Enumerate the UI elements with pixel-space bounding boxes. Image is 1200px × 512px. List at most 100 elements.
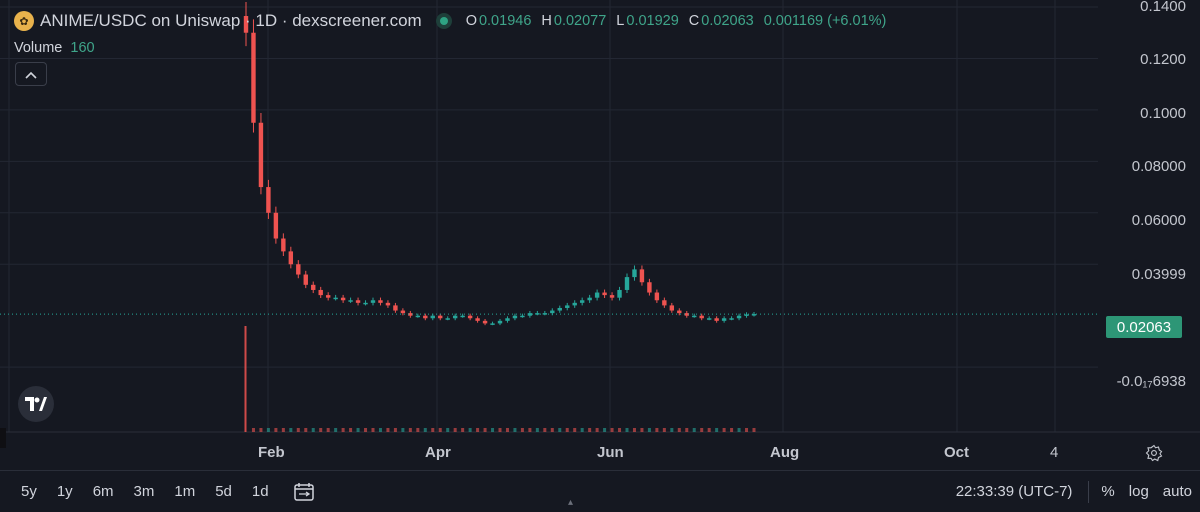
log-scale-toggle[interactable]: log <box>1128 483 1149 500</box>
percent-scale-toggle[interactable]: % <box>1101 483 1115 500</box>
range-5d-button[interactable]: 5d <box>215 483 232 500</box>
scroll-edge <box>0 428 6 448</box>
range-1m-button[interactable]: 1m <box>174 483 196 500</box>
volume-bar <box>416 428 420 432</box>
candle-body <box>460 315 465 318</box>
y-axis-label: -0.0₁₇6938 <box>1116 373 1186 390</box>
candle-body <box>617 289 622 298</box>
volume-bar <box>535 428 539 432</box>
volume-bar <box>528 428 532 432</box>
volume-bar <box>655 428 659 432</box>
volume-bar <box>550 428 554 432</box>
candle-body <box>677 310 682 314</box>
candle-body <box>662 300 667 306</box>
candle-body <box>751 314 757 316</box>
volume-bar <box>319 428 323 432</box>
chevron-up-icon[interactable]: ▴ <box>568 497 574 508</box>
tradingview-logo[interactable] <box>18 386 54 422</box>
candle-body <box>609 295 615 298</box>
candle-body <box>535 313 540 315</box>
candle-body <box>415 315 421 318</box>
volume-bar <box>289 428 293 432</box>
candle-body <box>340 297 346 301</box>
candle-body <box>684 313 689 316</box>
candle-body <box>438 315 443 319</box>
volume-bar <box>438 428 442 432</box>
candle-body <box>550 310 555 314</box>
candle-body <box>385 302 391 306</box>
volume-bar <box>491 428 495 432</box>
chart-legend: ✿ ANIME/USDC on Uniswap · 1D · dexscreen… <box>14 10 886 32</box>
candle-body <box>482 320 488 324</box>
market-status-icon <box>435 13 452 29</box>
volume-bar <box>565 428 569 432</box>
volume-bar <box>558 428 562 432</box>
chevron-up-icon <box>25 67 37 82</box>
volume-bar <box>543 428 547 432</box>
date-range-icon[interactable] <box>293 482 315 502</box>
volume-bar <box>386 428 390 432</box>
volume-bar <box>349 428 353 432</box>
candle-body <box>497 320 503 324</box>
range-3m-button[interactable]: 3m <box>133 483 155 500</box>
range-1d-button[interactable]: 1d <box>251 483 269 500</box>
candle-body <box>654 292 660 301</box>
candle-body <box>512 315 518 319</box>
price-chart[interactable] <box>0 0 1200 470</box>
volume-bar <box>334 428 338 432</box>
volume-bar <box>259 428 263 432</box>
volume-bar <box>610 428 614 432</box>
volume-bar <box>244 326 247 432</box>
volume-bar <box>685 428 689 432</box>
candle-body <box>639 269 645 283</box>
volume-bar <box>453 428 457 432</box>
timezone-clock[interactable]: 22:33:39 (UTC-7) <box>955 483 1073 500</box>
open-value: 0.01946 <box>478 13 532 29</box>
candle-body <box>602 292 607 296</box>
volume-bar <box>647 428 651 432</box>
volume-bar <box>378 428 382 432</box>
candle-body <box>408 313 413 316</box>
y-axis-label: 0.03999 <box>1131 266 1186 283</box>
candle-body <box>311 284 316 290</box>
candle-body <box>452 315 458 319</box>
last-price-tag: 0.02063 <box>1106 316 1182 338</box>
candle-body <box>475 318 480 321</box>
chart-plot-area[interactable] <box>0 0 1200 470</box>
candle-body <box>632 269 637 278</box>
gear-icon[interactable] <box>1144 443 1164 463</box>
volume-label: Volume <box>14 40 63 56</box>
candle-body <box>258 122 264 188</box>
candle-body <box>565 305 570 308</box>
candle-body <box>273 212 279 239</box>
bottom-toolbar: 5y 1y 6m 3m 1m 5d 1d 22:33:39 (UTC-7) % … <box>0 470 1200 512</box>
volume-bar <box>595 428 599 432</box>
volume-bar <box>677 428 681 432</box>
volume-bar <box>625 428 629 432</box>
candle-body <box>348 300 353 302</box>
volume-value: 160 <box>70 40 95 56</box>
candle-body <box>333 297 338 300</box>
volume-bar <box>737 428 741 432</box>
x-axis-label: Aug <box>770 444 800 461</box>
volume-bar <box>715 428 719 432</box>
volume-bar <box>505 428 509 432</box>
volume-bar <box>393 428 397 432</box>
candle-body <box>587 297 592 301</box>
volume-bar <box>296 428 300 432</box>
auto-scale-toggle[interactable]: auto <box>1162 483 1192 500</box>
low-label: L <box>616 13 625 29</box>
volume-bar <box>461 428 465 432</box>
collapse-legend-button[interactable] <box>15 62 47 86</box>
range-6m-button[interactable]: 6m <box>92 483 114 500</box>
range-1y-button[interactable]: 1y <box>56 483 73 500</box>
volume-bar <box>483 428 487 432</box>
bottom-right-controls: 22:33:39 (UTC-7) % log auto <box>956 471 1200 512</box>
candle-body <box>423 315 428 319</box>
y-axis-label: 0.08000 <box>1131 158 1186 175</box>
range-5y-button[interactable]: 5y <box>21 483 37 500</box>
candle-body <box>363 302 368 305</box>
volume-bar <box>281 428 285 432</box>
candle-body <box>714 318 719 321</box>
x-axis-label: Apr <box>425 444 451 461</box>
